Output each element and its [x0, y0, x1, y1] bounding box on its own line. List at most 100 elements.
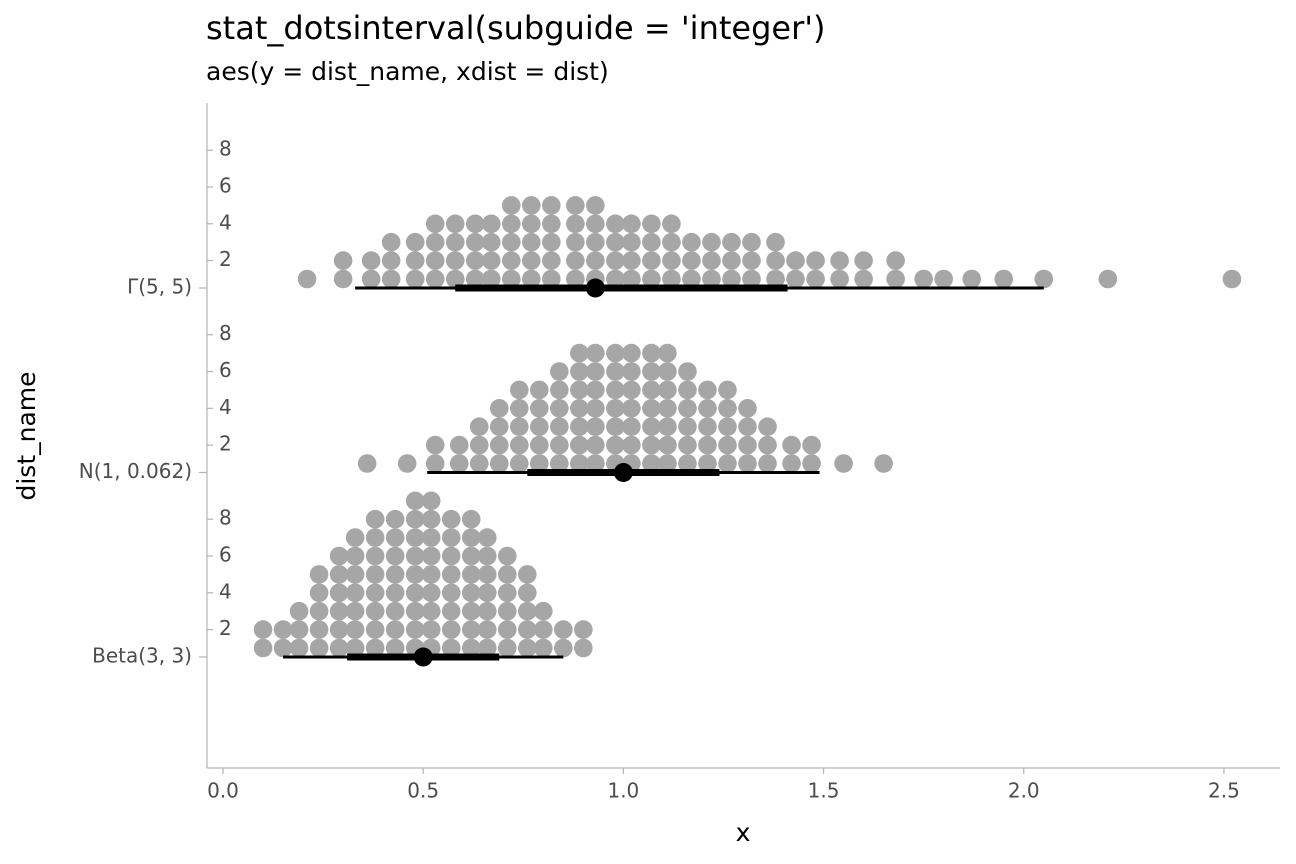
dot [586, 196, 605, 215]
dot [522, 251, 541, 270]
dot [542, 251, 561, 270]
count-tick-label: 2 [219, 616, 232, 640]
dot [345, 565, 365, 584]
dot [365, 565, 385, 584]
dot [421, 583, 441, 603]
dot [718, 380, 737, 400]
dot [550, 380, 569, 400]
dot [421, 620, 441, 639]
point [413, 647, 433, 667]
dot [622, 399, 641, 418]
dot [830, 251, 849, 270]
dot [441, 601, 461, 621]
count-tick-label: 6 [219, 543, 232, 567]
dot [658, 435, 677, 455]
dot [441, 528, 461, 547]
dot [554, 638, 573, 658]
dot [522, 214, 541, 234]
dot [497, 601, 517, 621]
dot [742, 232, 761, 252]
dot [542, 269, 561, 289]
dot [642, 362, 661, 381]
dot [642, 380, 661, 400]
dot [465, 251, 485, 270]
dot [501, 269, 521, 289]
dot [345, 583, 365, 603]
dot [441, 583, 461, 603]
dot [806, 251, 825, 270]
dot [465, 214, 485, 234]
dot [642, 343, 661, 363]
dot [405, 528, 425, 547]
dot [421, 601, 441, 621]
dot [678, 417, 697, 437]
dot [385, 528, 405, 547]
dot [782, 435, 801, 455]
dot [586, 362, 605, 381]
dot [550, 362, 569, 381]
dot [718, 399, 737, 418]
dot [509, 435, 529, 455]
dot [309, 583, 329, 603]
count-tick-label: 6 [219, 358, 232, 382]
dot [445, 214, 465, 234]
dot [606, 362, 625, 381]
dot [642, 269, 661, 289]
dot [606, 380, 625, 400]
dot [477, 601, 497, 621]
dot [405, 251, 425, 270]
dot [962, 269, 982, 289]
dot [469, 435, 489, 455]
dot [530, 380, 549, 400]
dot [425, 269, 445, 289]
x-axis-title: x [736, 818, 751, 847]
dot [489, 435, 509, 455]
dot [345, 528, 365, 547]
y-tick-label: Beta(3, 3) [92, 644, 192, 668]
dot [642, 454, 661, 473]
dot [365, 601, 385, 621]
dot [309, 620, 329, 639]
dot [566, 196, 585, 215]
dot [465, 269, 485, 289]
dot [834, 454, 853, 473]
dot [586, 343, 605, 363]
dot [329, 620, 349, 639]
dot [542, 196, 561, 215]
dot [421, 565, 441, 584]
dot [517, 601, 537, 621]
dot [481, 232, 501, 252]
dot [405, 620, 425, 639]
dot [662, 269, 681, 289]
dot [550, 417, 569, 437]
dot [517, 565, 537, 584]
dot [489, 417, 509, 437]
dot [698, 435, 717, 455]
dot [586, 435, 605, 455]
dot [586, 417, 605, 437]
dot [678, 399, 697, 418]
dot [658, 417, 677, 437]
dot [722, 269, 741, 289]
count-tick-label: 4 [219, 579, 232, 603]
dot [381, 232, 401, 252]
dot [678, 454, 697, 473]
dot [461, 528, 481, 547]
x-tick-label: 1.5 [808, 779, 840, 803]
dot [658, 343, 677, 363]
dot [477, 528, 497, 547]
y-tick-label: Γ(5, 5) [127, 275, 192, 299]
chart-title: stat_dotsinterval(subguide = 'integer') [206, 9, 826, 47]
dot [497, 565, 517, 584]
dot [854, 251, 873, 270]
dot [461, 601, 481, 621]
dot [522, 196, 541, 215]
dot [385, 638, 405, 658]
dot [397, 454, 417, 473]
dot [738, 399, 757, 418]
dot [477, 546, 497, 566]
dot [622, 343, 641, 363]
dot [441, 509, 461, 529]
dot [886, 251, 905, 270]
